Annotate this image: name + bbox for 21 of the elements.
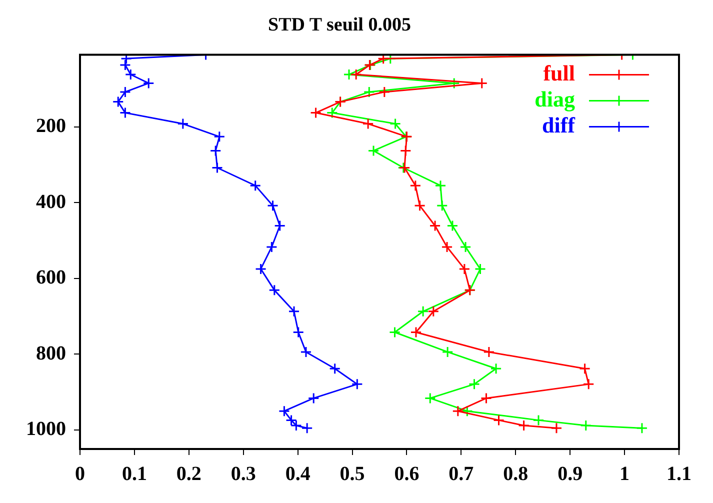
x-tick-label: 0.2 <box>176 463 202 486</box>
x-tick-label: 0.4 <box>285 463 310 486</box>
legend-label: diff <box>542 112 576 138</box>
x-tick-label: 1 <box>620 463 630 486</box>
y-tick-label: 800 <box>36 342 66 364</box>
y-tick-label: 1000 <box>26 418 66 440</box>
y-tick-label: 200 <box>36 114 66 137</box>
chart-title: STD T seuil 0.005 <box>268 14 411 36</box>
x-tick-label: 1.1 <box>666 463 692 486</box>
x-tick-label: 0.8 <box>503 463 528 486</box>
x-tick-label: 0.7 <box>448 463 474 486</box>
y-tick-label: 400 <box>36 190 66 213</box>
x-tick-label: 0 <box>75 463 85 486</box>
x-tick-label: 0.6 <box>394 463 420 486</box>
legend-label: diag <box>534 86 575 112</box>
legend-label: full <box>543 60 575 86</box>
x-tick-label: 0.1 <box>122 463 147 486</box>
x-tick-label: 0.3 <box>230 463 256 486</box>
x-tick-label: 0.9 <box>558 463 583 486</box>
y-tick-label: 600 <box>36 266 66 289</box>
x-tick-label: 0.5 <box>340 463 365 486</box>
